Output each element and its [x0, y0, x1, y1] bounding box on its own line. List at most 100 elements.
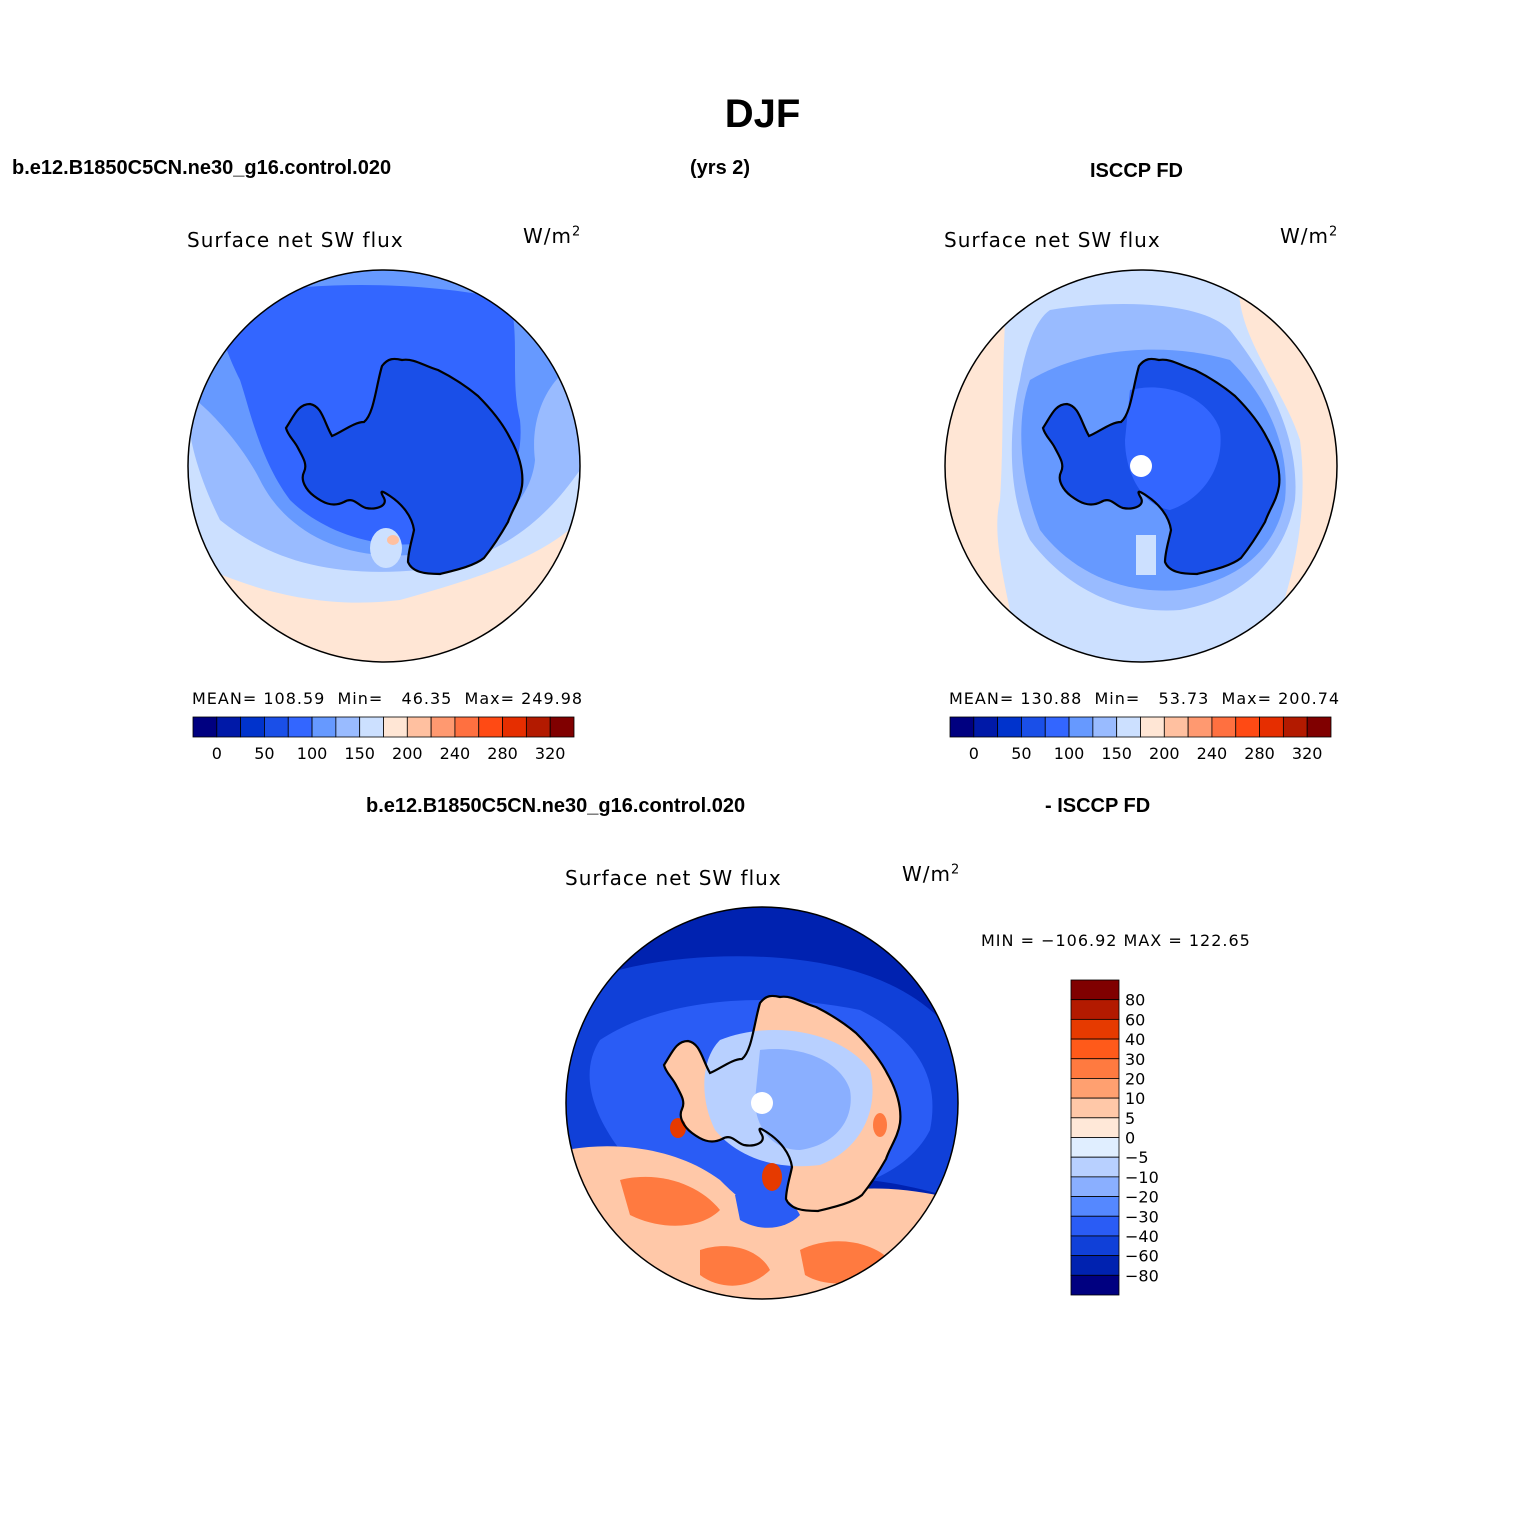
model-min-value: 46.35	[401, 689, 453, 708]
obs-stats: MEAN= 130.88 Min= 53.73 Max= 200.74	[949, 689, 1340, 708]
obs-name-top: ISCCP FD	[1090, 160, 1183, 182]
model-colorbar-box	[311, 716, 337, 738]
diff-colorbar-label: 30	[1125, 1050, 1145, 1069]
diff-colorbar-label: 5	[1125, 1109, 1135, 1128]
diff-colorbar-box	[1070, 1215, 1120, 1237]
model-colorbar-box	[335, 716, 361, 738]
diff-colorbar-label: −5	[1125, 1148, 1149, 1167]
diff-warm-patch-c	[700, 1246, 770, 1286]
model-colorbar: 0 50 100 150 200 240 280 320	[192, 716, 575, 763]
diff-peninsula-hotspot	[670, 1118, 686, 1138]
obs-colorbar-box	[1021, 716, 1046, 738]
diff-colorbar-box	[1070, 999, 1120, 1020]
diff-ross-hotspot	[762, 1163, 782, 1191]
obs-name-diff: - ISCCP FD	[1045, 795, 1151, 817]
model-colorbar-box	[359, 716, 384, 738]
model-min-label: Min=	[337, 689, 384, 708]
obs-colorbar-label: 320	[1292, 744, 1323, 763]
obs-colorbar: 0 50 100 150 200 240 280 320	[949, 716, 1332, 763]
model-colorbar-box	[525, 716, 551, 738]
model-colorbar-box	[192, 716, 218, 738]
diff-colorbar-label: −10	[1125, 1168, 1159, 1187]
model-colorbar-box	[502, 716, 527, 738]
obs-map-border	[944, 269, 1338, 663]
obs-plateau	[1125, 387, 1221, 510]
model-colorbar-label: 100	[297, 744, 328, 763]
obs-colorbar-box	[1092, 716, 1118, 738]
years-label: (yrs 2)	[690, 157, 751, 179]
diff-map-border	[565, 906, 959, 1300]
diff-colorbar-box	[1070, 1018, 1120, 1040]
diff-warm-patch-a	[620, 1176, 720, 1226]
diff-colorbar-label: 80	[1125, 991, 1145, 1010]
model-colorbar-box	[287, 716, 313, 738]
figure-title: DJF	[724, 92, 801, 136]
model-colorbar-label: 200	[392, 744, 423, 763]
diff-colorbar-box	[1070, 1137, 1120, 1158]
diff-colorbar-label: 10	[1125, 1089, 1145, 1108]
model-colorbar-label: 320	[535, 744, 566, 763]
model-mean-value: 108.59	[263, 689, 326, 708]
model-colorbar-label: 240	[440, 744, 471, 763]
obs-colorbar-box	[1235, 716, 1260, 738]
diff-colorbar-label: −20	[1125, 1188, 1159, 1207]
diff-units-sup: 2	[951, 862, 961, 878]
diff-colorbar-label: −80	[1125, 1266, 1159, 1285]
case-name-top: b.e12.B1850C5CN.ne30_g16.control.020	[12, 157, 392, 179]
diff-colorbar-box	[1070, 1156, 1120, 1178]
obs-mean-value: 130.88	[1020, 689, 1083, 708]
obs-colorbar-box	[949, 716, 975, 738]
obs-colorbar-label: 100	[1054, 744, 1085, 763]
diff-colorbar-label: −60	[1125, 1247, 1159, 1266]
diff-colorbar-label: −30	[1125, 1207, 1159, 1226]
obs-units-sup: 2	[1329, 224, 1339, 240]
model-colorbar-box	[549, 716, 575, 738]
model-map-border	[187, 269, 581, 663]
model-colorbar-box	[430, 716, 456, 738]
obs-colorbar-box	[1282, 716, 1308, 738]
model-colorbar-box	[454, 716, 480, 738]
model-panel-title: Surface net SW flux	[187, 228, 404, 252]
model-stats: MEAN= 108.59 Min= 46.35 Max= 249.98	[192, 689, 583, 708]
diff-colorbar-box	[1070, 1255, 1120, 1276]
model-panel-units: W/m2	[523, 224, 581, 248]
model-max-value: 249.98	[521, 689, 584, 708]
obs-map	[945, 270, 1337, 662]
model-ross-anomaly	[370, 528, 402, 568]
diff-colorbar-label: 60	[1125, 1010, 1145, 1029]
obs-colorbar-box	[1163, 716, 1189, 738]
obs-colorbar-box	[973, 716, 999, 738]
obs-colorbar-label: 150	[1101, 744, 1132, 763]
model-colorbar-box	[383, 716, 408, 738]
model-ross-hotspot	[387, 535, 399, 545]
obs-min-value: 53.73	[1158, 689, 1210, 708]
diff-colorbar-label: −40	[1125, 1227, 1159, 1246]
obs-panel-units: W/m2	[1280, 224, 1338, 248]
obs-mean-label: MEAN=	[949, 689, 1015, 708]
obs-max-label: Max=	[1221, 689, 1273, 708]
model-max-label: Max=	[464, 689, 516, 708]
obs-colorbar-label: 240	[1197, 744, 1228, 763]
diff-ross-cool	[735, 1191, 800, 1228]
diff-colorbar-box	[1070, 979, 1120, 1001]
diff-colorbar-box	[1070, 1196, 1120, 1217]
model-units-sup: 2	[572, 224, 582, 240]
obs-colorbar-label: 0	[969, 744, 979, 763]
obs-colorbar-box	[1211, 716, 1237, 738]
obs-colorbar-box	[1068, 716, 1094, 738]
obs-units-text: W/m	[1280, 224, 1329, 248]
diff-colorbar-box	[1070, 1097, 1120, 1119]
case-name-diff: b.e12.B1850C5CN.ne30_g16.control.020	[366, 795, 746, 817]
model-colorbar-label: 150	[344, 744, 375, 763]
model-colorbar-box	[240, 716, 265, 738]
obs-ross-band	[1136, 535, 1156, 575]
diff-minmax: MIN = −106.92 MAX = 122.65	[981, 931, 1251, 950]
obs-colorbar-box	[1187, 716, 1213, 738]
model-colorbar-label: 50	[254, 744, 274, 763]
obs-colorbar-label: 280	[1244, 744, 1275, 763]
diff-colorbar-box	[1070, 1176, 1120, 1197]
diff-colorbar-box	[1070, 1058, 1120, 1079]
obs-panel-title: Surface net SW flux	[944, 228, 1161, 252]
